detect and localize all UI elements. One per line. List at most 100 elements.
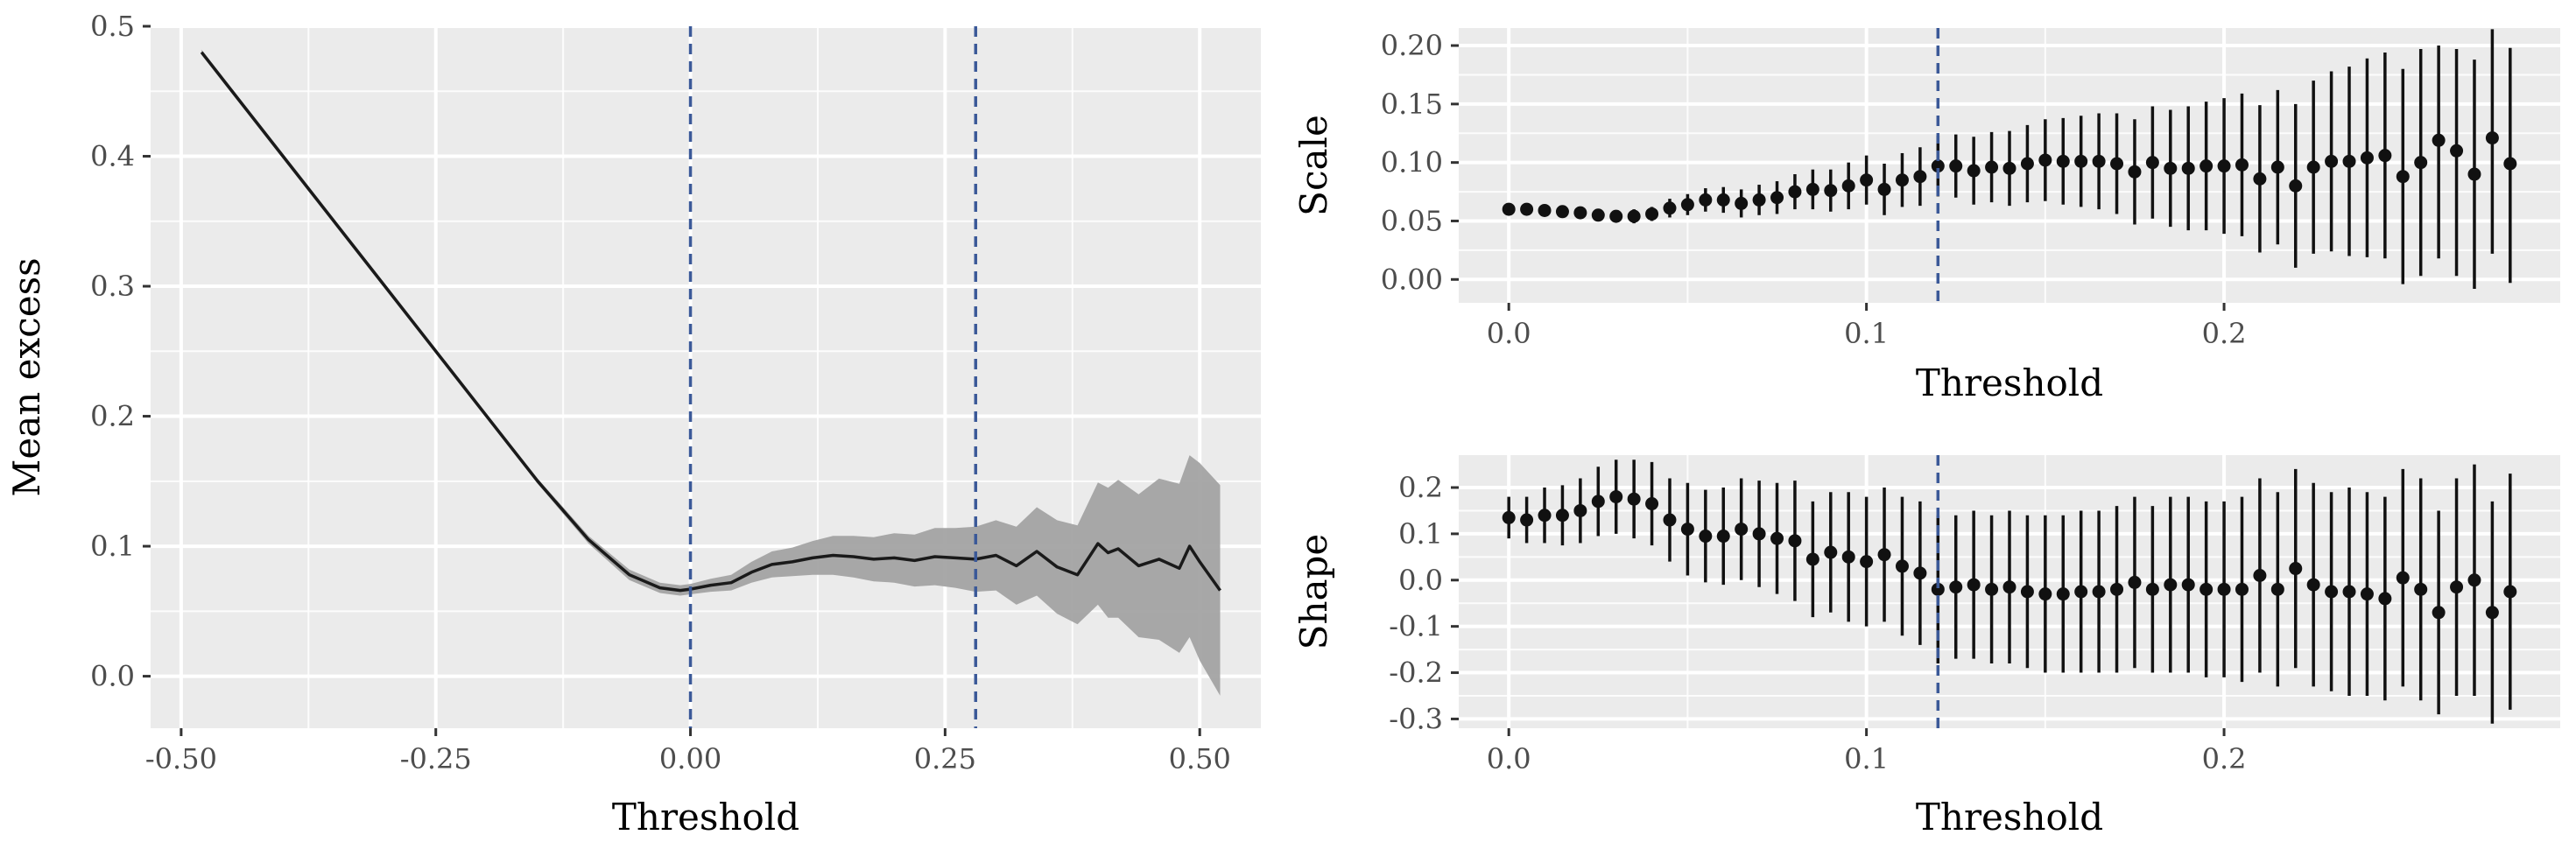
- scale-point: [2360, 151, 2374, 165]
- shape-point: [2145, 582, 2159, 596]
- scale-point: [2056, 154, 2070, 168]
- shape-point: [1520, 513, 1534, 527]
- shape-panel: 0.0 0.1 0.2 -0.3 -0.2 -0.1 0.0 0.1 0.2 Threshold S…: [1292, 455, 2560, 838]
- scale-point: [1663, 201, 1677, 215]
- scale-ytick-label: 0.05: [1381, 204, 1443, 237]
- scale-point: [1627, 209, 1641, 223]
- mean-excess-ytick-label: 0.4: [90, 140, 135, 173]
- mean-excess-ytick-label: 0.1: [90, 530, 135, 563]
- scale-x-axis-title: Threshold: [1916, 361, 2103, 404]
- shape-point: [2074, 585, 2088, 599]
- mean-excess-plot-area: [200, 26, 1221, 728]
- shape-point: [2128, 575, 2142, 589]
- shape-point: [1591, 495, 1605, 509]
- scale-point: [1949, 159, 1963, 173]
- shape-point: [2002, 580, 2016, 594]
- shape-point: [1805, 552, 1819, 566]
- scale-point: [1770, 191, 1784, 205]
- shape-point: [2450, 580, 2464, 594]
- scale-point: [1931, 159, 1945, 173]
- shape-point: [2289, 562, 2303, 576]
- shape-point: [1788, 534, 1802, 548]
- shape-ytick-label: -0.3: [1389, 702, 1443, 735]
- scale-point: [2199, 159, 2214, 173]
- scale-point: [1877, 182, 1891, 196]
- shape-point: [1663, 513, 1677, 527]
- shape-point: [2020, 585, 2034, 599]
- shape-ytick-label: 0.1: [1398, 517, 1443, 551]
- scale-point: [2128, 165, 2142, 179]
- shape-point: [2056, 587, 2070, 601]
- scale-point: [2038, 153, 2052, 167]
- scale-point: [1913, 170, 1927, 184]
- mean-excess-mean-excess-line: [200, 51, 1221, 593]
- scale-point: [1699, 193, 1713, 207]
- scale-point: [2289, 179, 2303, 193]
- scale-point: [1555, 205, 1569, 219]
- shape-point: [1699, 530, 1713, 544]
- shape-point: [1555, 509, 1569, 523]
- scale-point: [2485, 131, 2499, 145]
- shape-point: [2325, 585, 2339, 599]
- shape-point: [2164, 578, 2178, 592]
- shape-point: [2432, 606, 2446, 620]
- shape-point: [2217, 582, 2231, 596]
- scale-point: [2432, 133, 2446, 147]
- scale-point: [2503, 157, 2517, 171]
- scale-y-axis-title: Scale: [1292, 115, 1335, 216]
- shape-ytick-label: 0.2: [1398, 471, 1443, 504]
- scale-ytick-label: 0.00: [1381, 263, 1443, 296]
- mean-excess-y-axis-title: Mean excess: [5, 257, 48, 496]
- shape-ytick-label: -0.1: [1389, 610, 1443, 643]
- scale-point: [2396, 170, 2410, 184]
- scale-ytick-label: 0.10: [1381, 146, 1443, 179]
- shape-xtick-label: 0.0: [1487, 742, 1531, 775]
- shape-point: [1824, 545, 1838, 559]
- scale-ytick-label: 0.20: [1381, 29, 1443, 62]
- scale-point: [2414, 156, 2428, 170]
- mean-excess-ytick-label: 0.3: [90, 270, 135, 303]
- scale-point: [1645, 207, 1659, 221]
- scale-point: [2145, 156, 2159, 170]
- shape-point: [1735, 523, 1749, 537]
- shape-point: [1841, 550, 1855, 564]
- shape-point: [1931, 582, 1945, 596]
- shape-point: [2503, 585, 2517, 599]
- scale-xtick-label: 0.2: [2202, 317, 2247, 350]
- scale-point: [1985, 160, 1999, 174]
- mean-excess-ytick-label: 0.5: [90, 10, 135, 43]
- mean-excess-xtick-label: -0.25: [400, 742, 472, 775]
- scale-point: [1824, 184, 1838, 198]
- shape-ytick-label: -0.2: [1389, 656, 1443, 690]
- scale-point: [2110, 157, 2124, 171]
- scale-point: [2181, 161, 2195, 175]
- scale-point: [2450, 144, 2464, 158]
- shape-point: [2110, 582, 2124, 596]
- shape-point: [2378, 592, 2392, 606]
- scale-point: [2074, 154, 2088, 168]
- scale-point: [2002, 161, 2016, 175]
- shape-point: [1645, 497, 1659, 511]
- shape-point: [1573, 503, 1587, 517]
- shape-plot-area: [1502, 455, 2517, 728]
- scale-panel: 0.0 0.1 0.2 0.00 0.05 0.10 0.15 0.20 Threshold Sc…: [1292, 28, 2560, 404]
- scale-point: [1805, 182, 1819, 196]
- mean-excess-confidence-ribbon: [201, 49, 1221, 696]
- shape-point: [2360, 587, 2374, 601]
- mean-excess-xtick-label: -0.50: [145, 742, 217, 775]
- scale-point: [2092, 154, 2106, 168]
- scale-ytick-label: 0.15: [1381, 88, 1443, 121]
- shape-point: [1538, 509, 1552, 523]
- mean-excess-x-axis-title: Threshold: [612, 796, 799, 838]
- scale-point: [2325, 154, 2339, 168]
- scale-point: [1573, 206, 1587, 220]
- mean-excess-ytick-label: 0.2: [90, 400, 135, 433]
- scale-xtick-label: 0.1: [1844, 317, 1889, 350]
- scale-point: [2378, 149, 2392, 163]
- shape-point: [2235, 582, 2249, 596]
- scale-point: [2217, 159, 2231, 173]
- scale-point: [1895, 173, 1909, 187]
- scale-point: [1502, 202, 1516, 216]
- shape-point: [1770, 531, 1784, 545]
- scale-point: [1716, 193, 1730, 207]
